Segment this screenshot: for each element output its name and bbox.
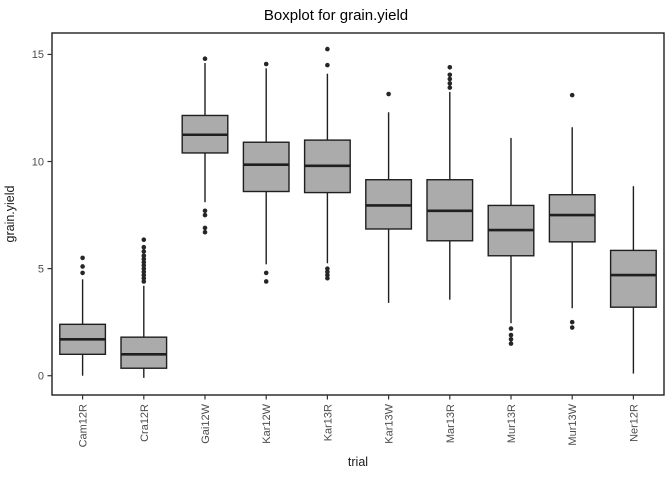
outlier-point — [569, 92, 575, 98]
iqr-box — [120, 336, 168, 369]
outlier-point — [141, 253, 147, 259]
outlier-point — [141, 266, 147, 271]
outlier-point — [141, 272, 147, 278]
outlier-point — [141, 244, 147, 250]
outlier-point — [141, 279, 147, 284]
outlier-point — [569, 319, 575, 325]
outlier-point — [325, 272, 330, 278]
outlier-point — [569, 325, 575, 330]
iqr-box — [609, 249, 657, 308]
outlier-point — [447, 76, 453, 82]
outlier-point — [447, 64, 453, 70]
outlier-point — [141, 237, 147, 243]
outlier-point — [141, 269, 147, 275]
outlier-point — [202, 208, 208, 214]
outlier-point — [80, 255, 85, 261]
outlier-point — [263, 61, 269, 67]
y-tick-label: 0 — [38, 370, 44, 382]
outlier-point — [202, 229, 208, 235]
outlier-point — [447, 72, 453, 78]
iqr-box — [242, 141, 290, 193]
outlier-point — [325, 46, 330, 52]
outlier-point — [202, 212, 208, 218]
outlier-point — [386, 91, 391, 97]
y-tick-label: 5 — [38, 263, 44, 275]
x-tick-label: Cra12R — [139, 404, 151, 442]
outlier-point — [80, 264, 85, 269]
outlier-point — [141, 275, 147, 281]
x-axis-title: trial — [348, 455, 368, 469]
iqr-box — [548, 194, 596, 243]
outlier-point — [447, 81, 453, 86]
x-tick-label: Mur13R — [506, 404, 518, 443]
y-axis-title: grain.yield — [3, 185, 17, 242]
outlier-point — [263, 270, 269, 276]
outlier-point — [508, 326, 514, 331]
outlier-point — [141, 259, 147, 265]
chart-title: Boxplot for grain.yield — [264, 7, 408, 24]
outlier-point — [263, 279, 269, 284]
outlier-point — [508, 341, 514, 346]
outlier-point — [141, 263, 147, 268]
outlier-point — [141, 256, 147, 262]
x-tick-label: Gai12W — [200, 403, 212, 443]
x-tick-label: Mur13W — [567, 403, 579, 445]
x-tick-label: Kar13R — [322, 404, 334, 441]
outlier-point — [325, 62, 330, 68]
outlier-point — [447, 85, 453, 90]
outlier-point — [202, 56, 208, 62]
outlier-point — [325, 269, 330, 275]
outlier-point — [325, 275, 330, 281]
y-tick-label: 15 — [32, 49, 44, 61]
x-tick-label: Mar13R — [445, 404, 457, 443]
outlier-point — [508, 337, 514, 342]
outlier-point — [141, 249, 147, 254]
x-tick-label: Ner12R — [628, 404, 640, 442]
x-tick-label: Kar13W — [384, 403, 396, 443]
plot-panel: 0 5 10 15 Cam12R Cra12R Gai12W Kar12W Kar13R Kar1… — [32, 32, 665, 447]
outlier-point — [325, 266, 330, 271]
outlier-point — [508, 332, 514, 338]
outlier-point — [202, 225, 208, 231]
outlier-point — [80, 270, 85, 276]
x-tick-label: Kar12W — [261, 403, 273, 443]
y-tick-label: 10 — [32, 156, 44, 168]
x-tick-label: Cam12R — [78, 404, 90, 447]
